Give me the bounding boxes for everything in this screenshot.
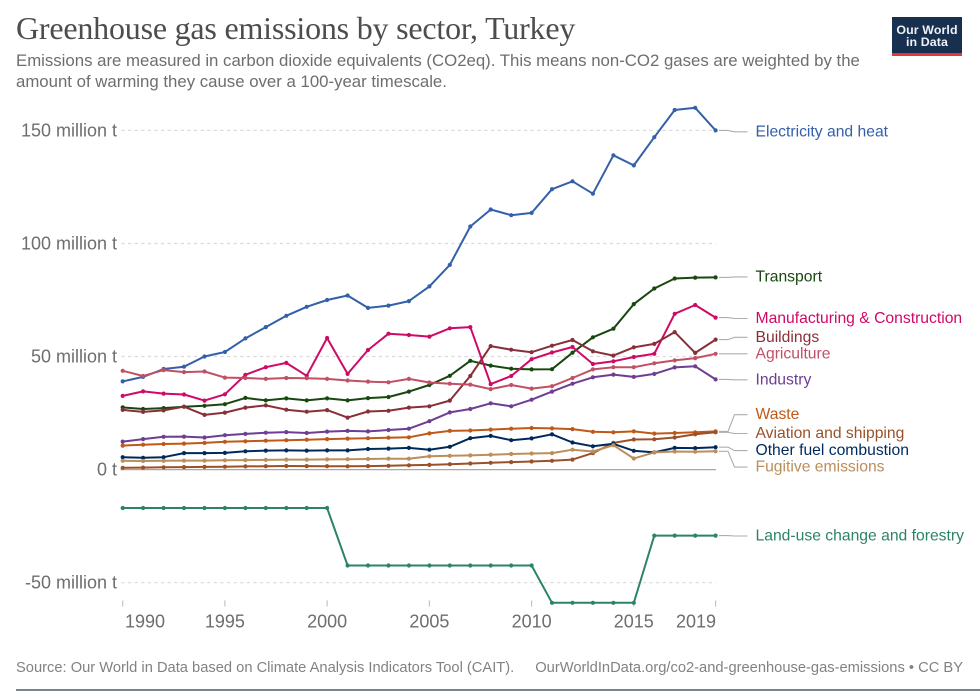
svg-text:Electricity and heat: Electricity and heat [756,123,889,140]
svg-text:Industry: Industry [756,371,812,388]
svg-text:50 million t: 50 million t [31,347,117,367]
svg-text:2015: 2015 [614,612,654,632]
svg-text:1990: 1990 [125,612,165,632]
svg-text:150 million t: 150 million t [21,120,117,140]
svg-text:2000: 2000 [307,612,347,632]
svg-text:2010: 2010 [512,612,552,632]
svg-text:Transport: Transport [756,268,823,285]
svg-text:Agriculture: Agriculture [756,345,831,362]
svg-text:100 million t: 100 million t [21,234,117,254]
svg-text:Buildings: Buildings [756,329,820,346]
svg-text:0 t: 0 t [97,460,117,480]
svg-text:2019: 2019 [676,612,716,632]
svg-text:Aviation and shipping: Aviation and shipping [756,425,905,442]
svg-text:Land-use change and forestry: Land-use change and forestry [756,528,965,545]
svg-text:Manufacturing & Construction: Manufacturing & Construction [756,310,963,327]
svg-text:1995: 1995 [205,612,245,632]
svg-text:Waste: Waste [756,406,800,423]
svg-text:-50 million t: -50 million t [25,573,117,593]
svg-text:Other fuel combustion: Other fuel combustion [756,442,909,459]
svg-text:2005: 2005 [409,612,449,632]
svg-text:Fugitive emissions: Fugitive emissions [756,459,885,476]
